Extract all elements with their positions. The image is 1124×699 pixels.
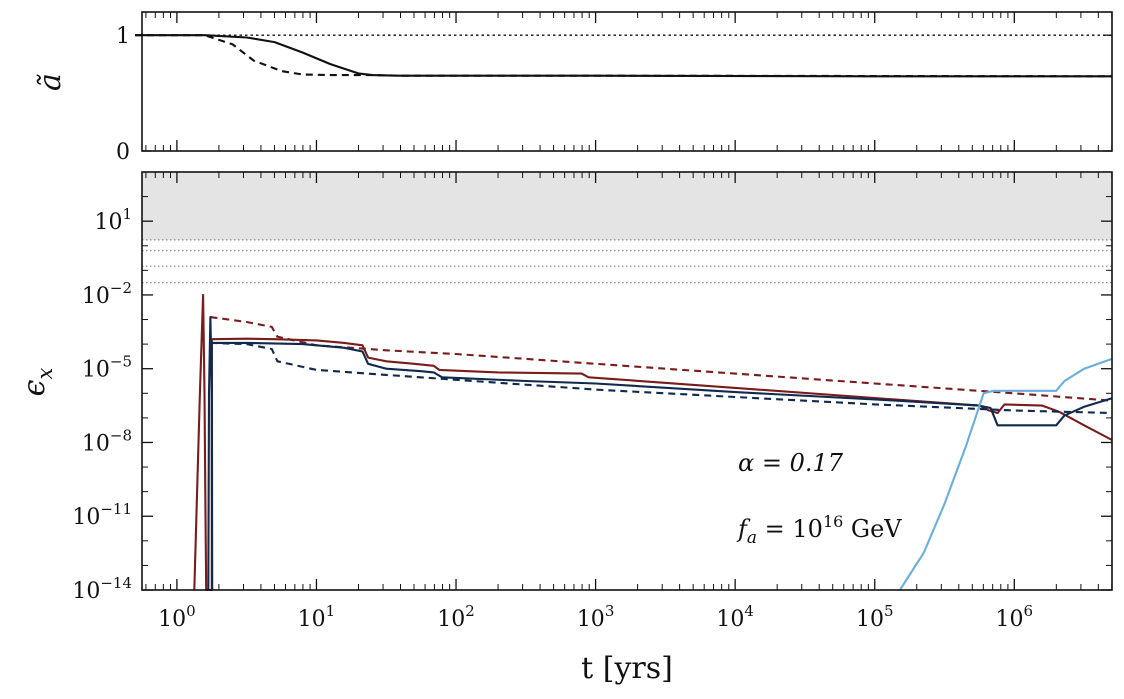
alpha-annotation: α = 0.17 (738, 449, 844, 477)
top-panel-frame (141, 11, 1113, 152)
bottom-panel-frame (141, 171, 1113, 591)
bottom-y-axis-label: ϵx (17, 368, 57, 397)
bottom-y-tick-label: 10−14 (72, 574, 132, 604)
bottom-panel-series (193, 293, 1113, 592)
bottom-y-tick-labels: 101 10−2 10−5 10−8 10−11 10−14 (72, 205, 132, 604)
excluded-region (142, 172, 1112, 240)
x-tick-label: 106 (996, 602, 1034, 632)
dotted-reference-lines (142, 239, 1112, 284)
x-tick-label: 104 (716, 602, 754, 632)
top-panel-series (135, 34, 1113, 78)
excluded-region-shading (142, 172, 1112, 240)
bottom-y-tick-label: 10−5 (82, 353, 132, 383)
series-red-solid (193, 293, 1113, 592)
x-tick-label: 102 (437, 602, 475, 632)
bottom-panel-ticks (142, 171, 1113, 591)
top-y-tick-labels: 01 (116, 24, 130, 165)
top-panel: 01 ã (33, 11, 1113, 165)
series-a-tilde-dashed (135, 34, 1113, 78)
top-y-axis-label: ã (33, 73, 68, 91)
x-axis-label: t [yrs] (581, 651, 673, 686)
x-tick-labels: 100 101 102 103 104 105 106 (158, 602, 1033, 632)
x-tick-label: 101 (298, 602, 336, 632)
bottom-y-tick-label: 10−2 (82, 279, 132, 309)
series-a-tilde-solid (135, 34, 1112, 78)
top-y-tick-label: 0 (116, 140, 130, 165)
fa-annotation: fa = 1016 GeV (736, 512, 902, 548)
x-tick-label: 105 (856, 602, 894, 632)
series-red-dashed (210, 316, 1113, 402)
series-navy-solid (207, 316, 1113, 592)
x-tick-label: 103 (577, 602, 615, 632)
bottom-y-tick-label: 10−11 (72, 500, 132, 530)
top-y-tick-label: 1 (116, 24, 130, 49)
bottom-y-tick-label: 10−8 (82, 426, 132, 456)
series-lightblue-solid (899, 357, 1113, 591)
bottom-y-tick-label: 101 (94, 205, 132, 235)
top-panel-ticks (142, 12, 1113, 152)
x-tick-label: 100 (158, 602, 196, 632)
series-navy-dashed (210, 341, 1113, 415)
